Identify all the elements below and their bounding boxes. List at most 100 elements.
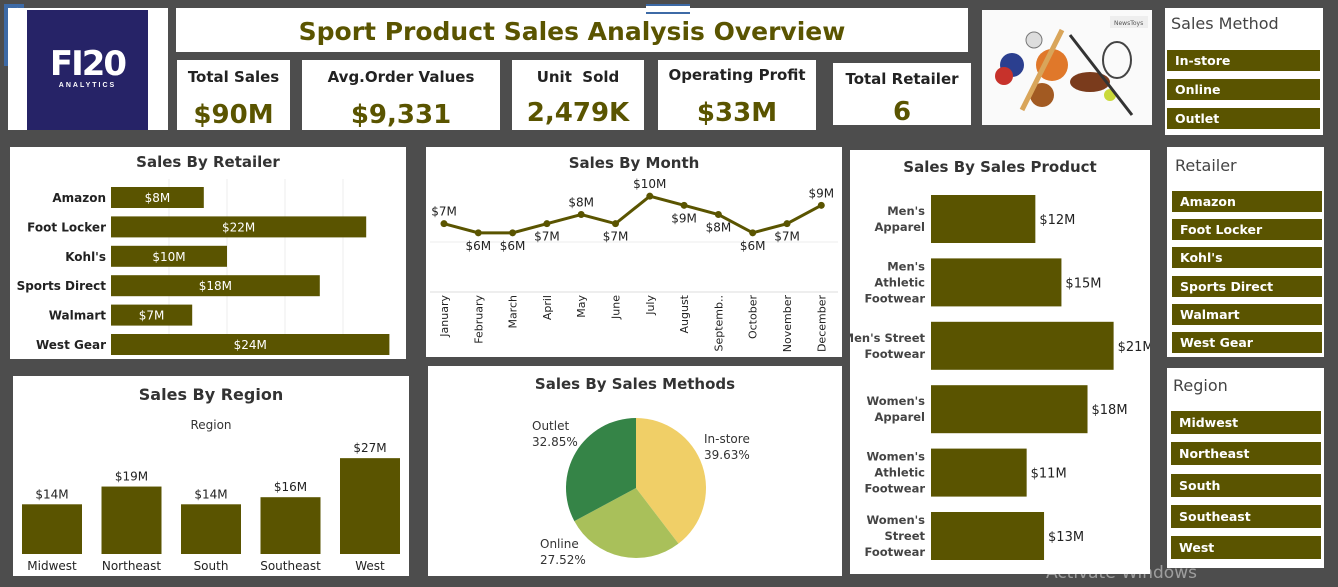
retailer-bar[interactable] bbox=[111, 216, 367, 238]
logo: FI20 ANALYTICS bbox=[27, 10, 148, 130]
data-label: $9M bbox=[671, 211, 697, 225]
filter-item-online[interactable]: Online bbox=[1167, 79, 1320, 100]
filter-item-sports-direct[interactable]: Sports Direct bbox=[1172, 276, 1322, 297]
category-label: Footwear bbox=[864, 347, 925, 361]
category-label: Athletic bbox=[874, 275, 925, 289]
product-bar[interactable] bbox=[931, 512, 1045, 560]
filter-title: Region bbox=[1173, 376, 1228, 395]
data-point[interactable] bbox=[646, 192, 654, 200]
retailer-bar[interactable] bbox=[111, 187, 204, 208]
kpi-card-unit-sold: Unit Sold 2,479K bbox=[512, 60, 644, 130]
slice-category-label: Outlet bbox=[532, 419, 569, 433]
category-label: Athletic bbox=[874, 466, 925, 480]
filter-item-southeast[interactable]: Southeast bbox=[1171, 505, 1321, 528]
tick-label: March bbox=[507, 295, 520, 329]
product-bar[interactable] bbox=[931, 385, 1088, 434]
region-bar[interactable] bbox=[101, 486, 162, 554]
product-bar[interactable] bbox=[931, 195, 1036, 243]
data-point[interactable] bbox=[783, 220, 791, 228]
retailer-bar[interactable] bbox=[111, 275, 320, 297]
category-label: Apparel bbox=[874, 220, 925, 234]
pie-slice[interactable] bbox=[566, 418, 636, 522]
filter-item-northeast[interactable]: Northeast bbox=[1171, 442, 1321, 465]
slice-value-label: 39.63% bbox=[704, 448, 750, 462]
region-bar[interactable] bbox=[22, 504, 82, 554]
tick-label: Midwest bbox=[27, 559, 77, 573]
data-label: $8M bbox=[706, 221, 732, 235]
data-label: $11M bbox=[1031, 467, 1067, 482]
pie-slice[interactable] bbox=[636, 418, 706, 544]
category-label: West Gear bbox=[36, 338, 106, 352]
data-label: $21M bbox=[1118, 340, 1150, 355]
region-bar[interactable] bbox=[181, 504, 241, 554]
chart-title: Sales By Retailer bbox=[136, 153, 280, 171]
tick-label: October bbox=[747, 295, 760, 339]
data-label: $7M bbox=[534, 230, 560, 244]
filter-item-outlet[interactable]: Outlet bbox=[1167, 108, 1320, 129]
tick-label: Septemb.. bbox=[712, 295, 725, 352]
filter-item-west[interactable]: West bbox=[1171, 536, 1321, 559]
slice-value-label: 27.52% bbox=[540, 553, 586, 567]
category-label: Sports Direct bbox=[17, 279, 107, 293]
data-label: $18M bbox=[1092, 403, 1128, 418]
product-bar[interactable] bbox=[931, 321, 1114, 370]
data-label: $27M bbox=[353, 441, 386, 455]
image-caption: NewsToys bbox=[1114, 20, 1143, 27]
retailer-bar[interactable] bbox=[111, 334, 390, 355]
data-point[interactable] bbox=[612, 220, 619, 228]
data-point[interactable] bbox=[714, 211, 722, 218]
tick-label: January bbox=[438, 295, 451, 338]
data-label: $24M bbox=[234, 338, 267, 352]
retailer-bar[interactable] bbox=[111, 304, 193, 326]
data-label: $22M bbox=[222, 220, 255, 234]
data-point[interactable] bbox=[440, 220, 448, 228]
data-point[interactable] bbox=[680, 201, 688, 209]
region-bar[interactable] bbox=[340, 458, 400, 554]
kpi-label: Total Retailer bbox=[845, 70, 959, 88]
tick-label: November bbox=[781, 295, 794, 353]
data-point[interactable] bbox=[817, 201, 825, 209]
filter-item-amazon[interactable]: Amazon bbox=[1172, 191, 1322, 212]
kpi-value: $90M bbox=[193, 100, 274, 130]
chart-title: Sales By Sales Product bbox=[903, 158, 1097, 176]
data-point[interactable] bbox=[543, 220, 551, 228]
product-bar[interactable] bbox=[931, 258, 1062, 307]
data-point[interactable] bbox=[577, 211, 585, 218]
category-label: Men's bbox=[887, 259, 925, 273]
data-label: $7M bbox=[431, 205, 457, 219]
data-label: $10M bbox=[152, 250, 185, 264]
pie-slice[interactable] bbox=[574, 488, 679, 558]
activate-windows-watermark: Activate Windows bbox=[1046, 563, 1197, 583]
data-point[interactable] bbox=[474, 229, 482, 237]
data-point[interactable] bbox=[749, 229, 757, 237]
drag-handle[interactable] bbox=[646, 4, 690, 14]
logo-panel: FI20 ANALYTICS bbox=[8, 8, 168, 130]
region-bar[interactable] bbox=[260, 497, 321, 554]
filter-item-walmart[interactable]: Walmart bbox=[1172, 304, 1322, 325]
data-label: $6M bbox=[465, 239, 491, 253]
chart-title: Sales By Sales Methods bbox=[534, 375, 736, 393]
chart-panel-region: Sales By Region Region $14M Midwest $19M No… bbox=[13, 376, 409, 576]
logo-text: FI20 bbox=[49, 44, 127, 84]
slice-category-label: Online bbox=[540, 537, 579, 551]
filter-item-instore[interactable]: In-store bbox=[1167, 50, 1320, 71]
tick-label: June bbox=[610, 295, 623, 320]
data-label: $12M bbox=[1039, 213, 1075, 228]
filter-item-foot-locker[interactable]: Foot Locker bbox=[1172, 219, 1322, 240]
tick-label: August bbox=[678, 294, 691, 333]
data-point[interactable] bbox=[509, 229, 517, 237]
retailer-bar[interactable] bbox=[111, 245, 227, 267]
page-title: Sport Product Sales Analysis Overview bbox=[298, 17, 846, 46]
filter-item-west-gear[interactable]: West Gear bbox=[1172, 332, 1322, 353]
product-bar[interactable] bbox=[931, 448, 1027, 497]
data-label: $6M bbox=[500, 239, 526, 253]
data-label: $18M bbox=[199, 279, 232, 293]
filter-item-south[interactable]: South bbox=[1171, 474, 1321, 497]
data-label: $10M bbox=[633, 177, 666, 191]
kpi-label: Avg.Order Values bbox=[327, 68, 475, 86]
filter-item-kohls[interactable]: Kohl's bbox=[1172, 247, 1322, 268]
filter-item-midwest[interactable]: Midwest bbox=[1171, 411, 1321, 434]
tick-label: December bbox=[815, 295, 828, 353]
title-panel: Sport Product Sales Analysis Overview bbox=[176, 4, 968, 52]
region-bar-chart: $14M Midwest $19M Northeast $14M South $16M Sou… bbox=[22, 441, 400, 573]
